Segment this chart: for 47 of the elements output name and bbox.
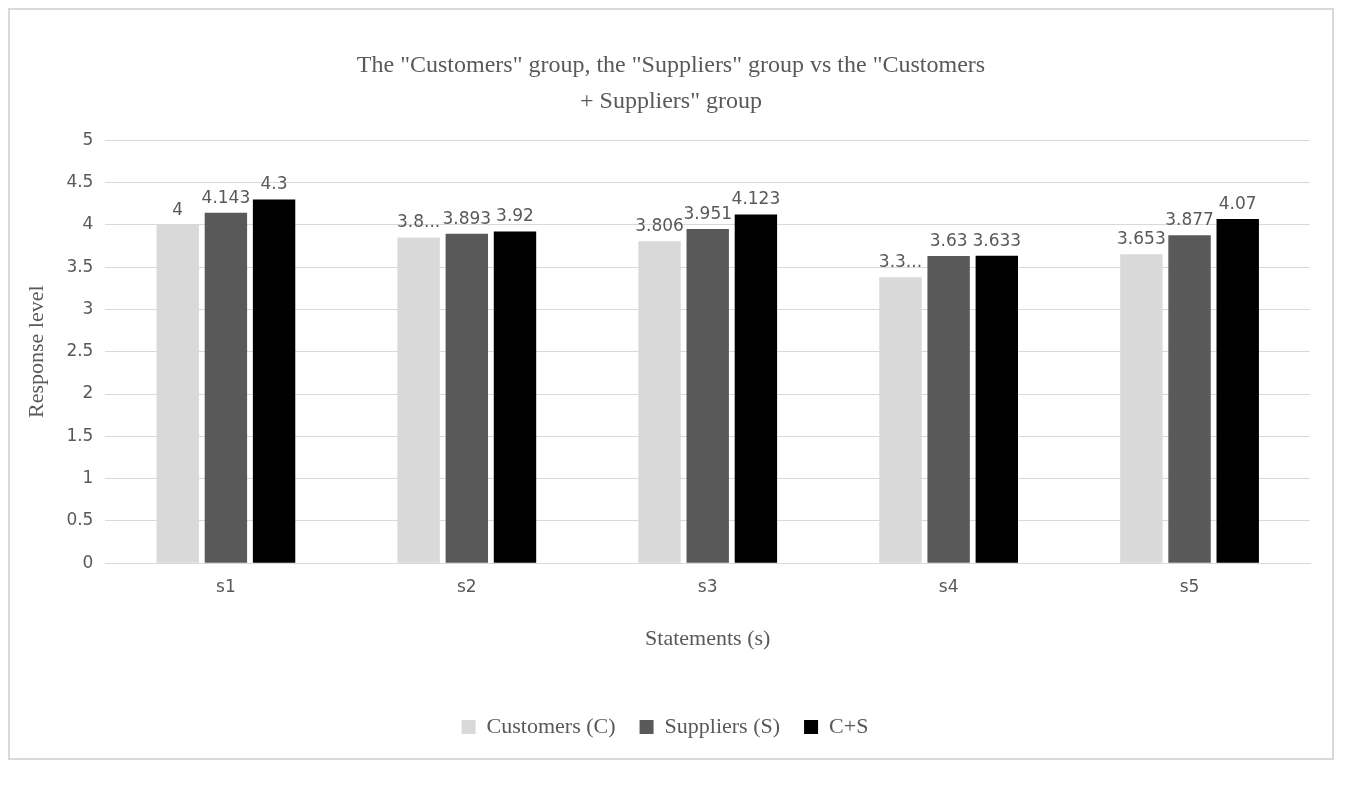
x-tick-label: s5 (1179, 575, 1200, 596)
data-label: 3.877 (1165, 209, 1214, 230)
legend-label: Customers (C) (486, 712, 616, 738)
bar (1168, 235, 1211, 563)
x-axis-title: Statements (s) (645, 624, 771, 650)
data-label: 3.806 (635, 215, 684, 236)
y-tick-label: 0 (82, 551, 94, 572)
legend-label: Suppliers (S) (664, 712, 781, 738)
data-label: 4.07 (1218, 192, 1257, 213)
data-label: 4.143 (201, 186, 251, 207)
y-tick-label: 3.5 (66, 255, 94, 276)
data-label: 3.8... (397, 211, 441, 232)
data-label: 3.951 (683, 202, 733, 223)
bar (493, 231, 537, 563)
y-tick-label: 1.5 (66, 424, 94, 445)
x-tick-label: s4 (938, 575, 959, 596)
y-tick-label: 5 (82, 128, 94, 149)
data-label: 3.633 (972, 229, 1022, 250)
y-axis-title: Response level (22, 285, 48, 418)
data-label: 3.63 (929, 230, 968, 251)
y-tick-label: 1 (82, 467, 94, 488)
data-label: 4 (172, 198, 184, 219)
bar (252, 199, 296, 563)
data-label: 3.92 (496, 205, 534, 226)
bar (927, 256, 970, 563)
bar (1216, 218, 1259, 563)
data-label: 4.123 (731, 188, 781, 209)
chart-title: The "Customers" group, the "Suppliers" group vs the "Customers + Suppliers" group (355, 50, 987, 115)
bar (975, 255, 1019, 563)
y-tick-label: 2.5 (66, 340, 94, 361)
y-tick-label: 0.5 (66, 509, 94, 530)
bar (734, 214, 778, 563)
y-tick-label: 4 (82, 213, 94, 234)
bar (445, 233, 489, 563)
data-label: 3.653 (1117, 228, 1166, 249)
y-tick-label: 2 (82, 382, 94, 403)
bar (204, 212, 248, 563)
x-tick-label: s3 (697, 575, 718, 596)
x-tick-label: s2 (456, 575, 477, 596)
y-tick-label: 3 (82, 297, 94, 318)
data-label: 3.3... (878, 251, 923, 272)
y-tick-label: 4.5 (66, 170, 94, 191)
data-label: 4.3 (260, 173, 288, 194)
data-label: 3.893 (442, 207, 492, 228)
bar (686, 228, 729, 563)
x-tick-label: s1 (216, 575, 236, 596)
legend-label: C+S (829, 712, 869, 738)
